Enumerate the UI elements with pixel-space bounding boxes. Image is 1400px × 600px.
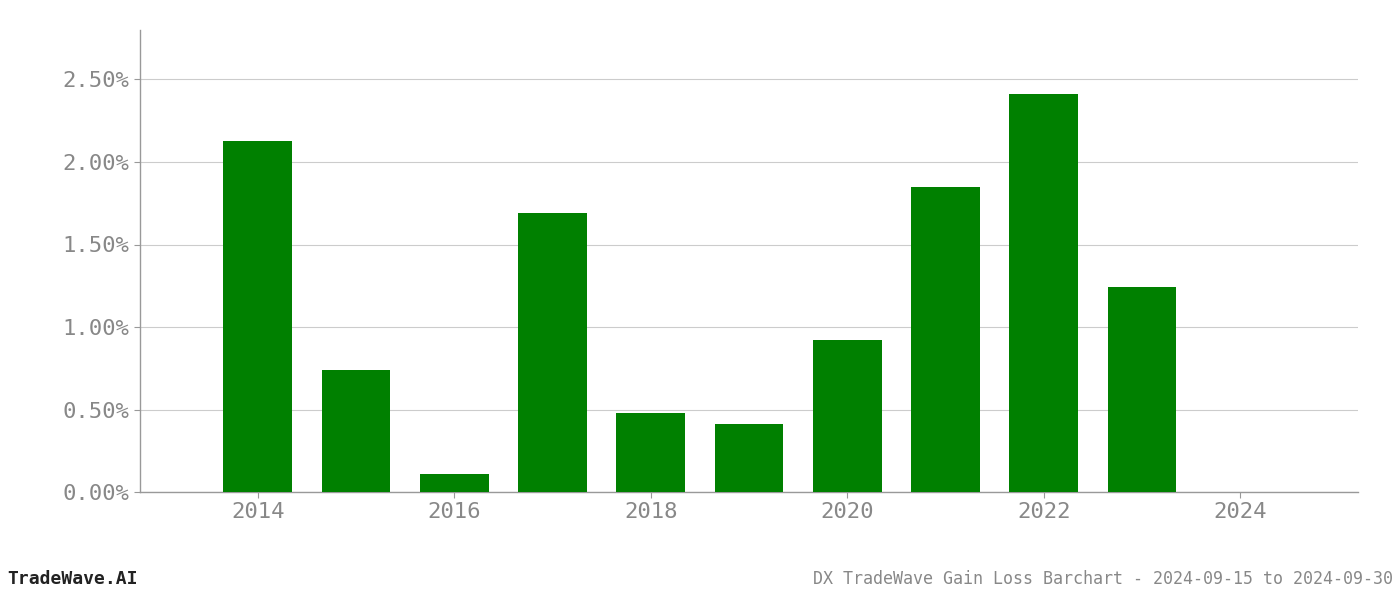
- Bar: [518, 213, 587, 492]
- Bar: [813, 340, 882, 492]
- Bar: [616, 413, 685, 492]
- Bar: [714, 424, 784, 492]
- Bar: [420, 474, 489, 492]
- Bar: [911, 187, 980, 492]
- Bar: [322, 370, 391, 492]
- Bar: [224, 140, 293, 492]
- Text: DX TradeWave Gain Loss Barchart - 2024-09-15 to 2024-09-30: DX TradeWave Gain Loss Barchart - 2024-0…: [813, 570, 1393, 588]
- Bar: [1107, 287, 1176, 492]
- Bar: [1009, 94, 1078, 492]
- Text: TradeWave.AI: TradeWave.AI: [7, 570, 137, 588]
